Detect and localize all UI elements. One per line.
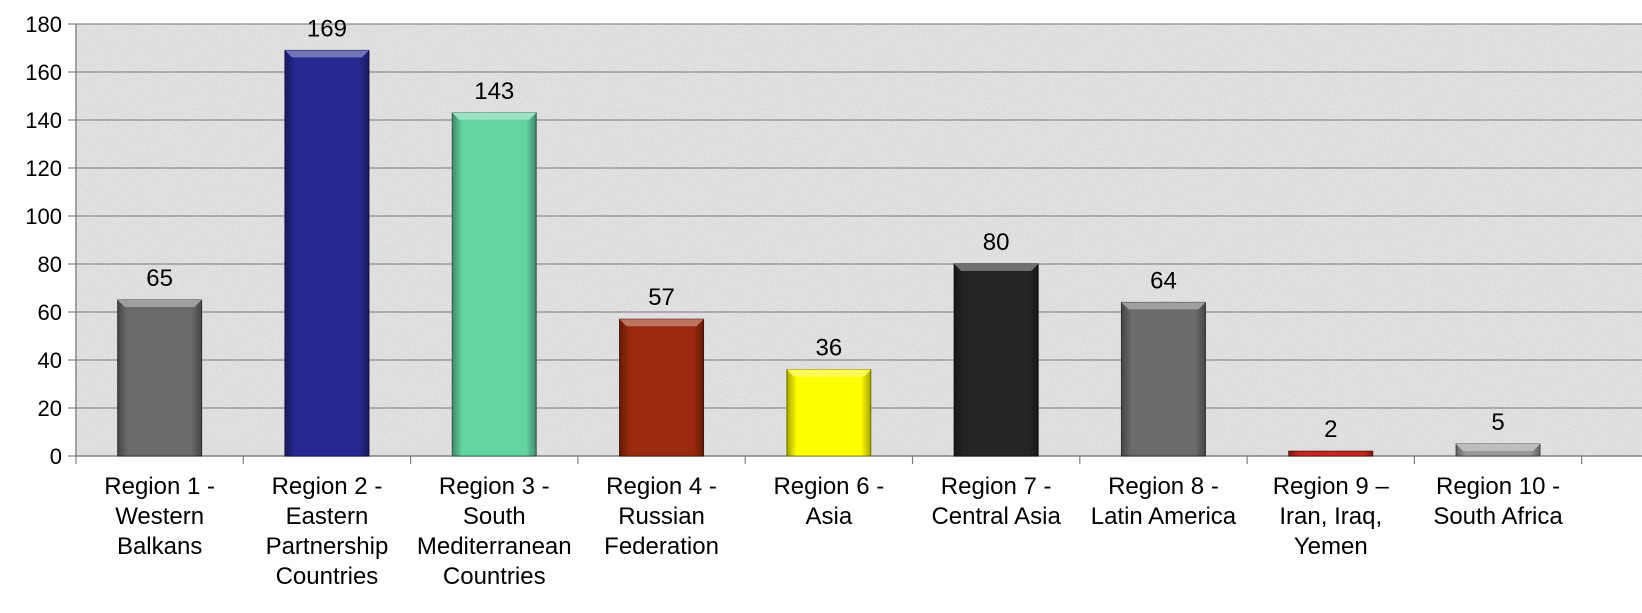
data-label: 65 bbox=[146, 265, 173, 292]
bar-top-bevel bbox=[620, 319, 704, 326]
y-tick-label: 140 bbox=[25, 108, 62, 133]
y-tick-label: 120 bbox=[25, 156, 62, 181]
category-label: Region 10 - South Africa bbox=[1433, 473, 1563, 530]
bar bbox=[1289, 451, 1373, 456]
category-label-line: Region 4 - bbox=[606, 473, 717, 500]
bar-bevel bbox=[620, 319, 704, 456]
data-label: 64 bbox=[1150, 267, 1177, 294]
y-tick-label: 40 bbox=[38, 348, 62, 373]
bar-top-bevel bbox=[452, 113, 536, 120]
category-label-line: Partnership bbox=[266, 533, 389, 560]
data-label: 169 bbox=[307, 15, 347, 42]
category-label-line: Countries bbox=[276, 563, 379, 590]
category-label-line: Western bbox=[115, 503, 204, 530]
category-label: Region 3 - South Mediterranean Countries bbox=[417, 473, 572, 590]
bar-top-bevel bbox=[118, 300, 202, 307]
bar-top-bevel bbox=[787, 370, 871, 377]
bar bbox=[1456, 444, 1540, 456]
category-label: Region 7 - Central Asia bbox=[931, 473, 1061, 530]
y-tick-label: 60 bbox=[38, 300, 62, 325]
category-label-line: Mediterranean bbox=[417, 533, 572, 560]
category-label-line: Iran, Iraq, bbox=[1279, 503, 1382, 530]
category-label: Region 9 – Iran, Iraq, Yemen bbox=[1273, 473, 1390, 560]
bar-bevel bbox=[285, 50, 369, 456]
category-label-line: Region 6 - bbox=[773, 473, 884, 500]
category-label-line: Asia bbox=[806, 503, 853, 530]
category-label-line: South Africa bbox=[1433, 503, 1563, 530]
bar bbox=[954, 264, 1038, 456]
y-tick-label: 100 bbox=[25, 204, 62, 229]
category-label-line: Federation bbox=[604, 533, 719, 560]
category-label-line: Region 3 - bbox=[439, 473, 550, 500]
bar-bevel bbox=[787, 370, 871, 456]
category-label: Region 2 - Eastern Partnership Countries bbox=[266, 473, 389, 590]
category-label-line: Countries bbox=[443, 563, 546, 590]
bar-bevel bbox=[954, 264, 1038, 456]
y-tick-label: 160 bbox=[25, 60, 62, 85]
category-label-line: Russian bbox=[618, 503, 705, 530]
y-tick-label: 20 bbox=[38, 396, 62, 421]
category-label: Region 6 - Asia bbox=[773, 473, 884, 530]
bar-top-bevel bbox=[1121, 302, 1205, 309]
bar-bevel bbox=[118, 300, 202, 456]
category-label-line: Region 10 - bbox=[1436, 473, 1560, 500]
data-label: 2 bbox=[1324, 416, 1337, 443]
data-label: 57 bbox=[648, 284, 675, 311]
bar bbox=[118, 300, 202, 456]
data-label: 80 bbox=[983, 229, 1010, 256]
category-label: Region 8 - Latin America bbox=[1091, 473, 1237, 530]
bar bbox=[787, 370, 871, 456]
data-label: 5 bbox=[1491, 409, 1504, 436]
y-tick-label: 180 bbox=[25, 12, 62, 37]
category-label-line: Balkans bbox=[117, 533, 202, 560]
bar bbox=[285, 50, 369, 456]
bar-bevel bbox=[452, 113, 536, 456]
category-label-line: Yemen bbox=[1294, 533, 1368, 560]
category-label: Region 4 - Russian Federation bbox=[604, 473, 719, 560]
bar-top-bevel bbox=[285, 50, 369, 57]
category-label-line: Region 7 - bbox=[941, 473, 1052, 500]
category-label-line: Region 1 - bbox=[104, 473, 215, 500]
category-label-line: Latin America bbox=[1091, 503, 1237, 530]
category-labels: Region 1 - Western Balkans Region 2 - Easter… bbox=[104, 473, 1563, 590]
bar bbox=[1121, 302, 1205, 456]
y-tick-label: 80 bbox=[38, 252, 62, 277]
data-label: 36 bbox=[815, 335, 842, 362]
data-label: 143 bbox=[474, 78, 514, 105]
category-label: Region 1 - Western Balkans bbox=[104, 473, 215, 560]
category-label-line: Region 8 - bbox=[1108, 473, 1219, 500]
bar-bevel bbox=[1289, 451, 1373, 456]
bar-bevel bbox=[1121, 302, 1205, 456]
bar-top-bevel bbox=[954, 264, 1038, 271]
category-label-line: Eastern bbox=[286, 503, 369, 530]
category-label-line: Region 2 - bbox=[272, 473, 383, 500]
category-label-line: South bbox=[463, 503, 526, 530]
bar bbox=[620, 319, 704, 456]
category-label-line: Region 9 – bbox=[1273, 473, 1390, 500]
bar bbox=[452, 113, 536, 456]
y-tick-label: 0 bbox=[50, 444, 62, 469]
category-label-line: Central Asia bbox=[931, 503, 1061, 530]
bar-top-bevel bbox=[1456, 444, 1540, 451]
